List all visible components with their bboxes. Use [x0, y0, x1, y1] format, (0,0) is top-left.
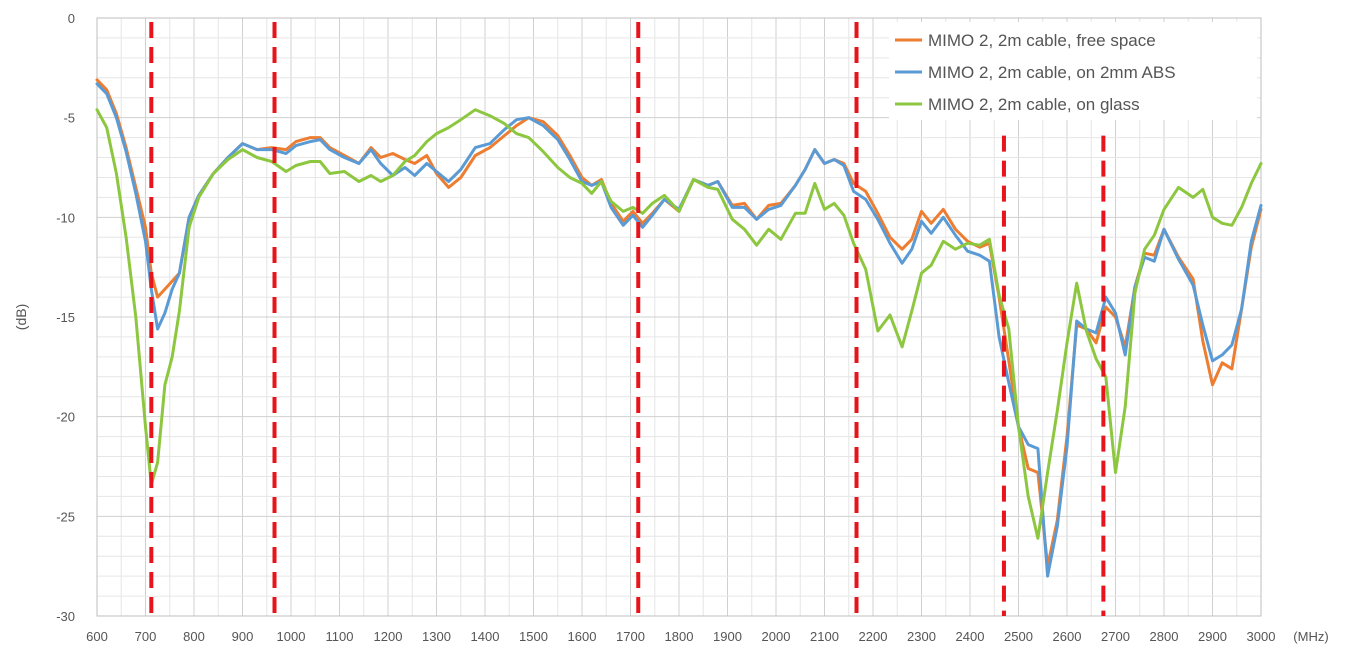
- x-tick-label: 2000: [762, 629, 791, 644]
- x-tick-label: 1500: [519, 629, 548, 644]
- y-tick-label: -20: [56, 410, 75, 425]
- x-tick-label: 700: [135, 629, 157, 644]
- y-tick-label: -25: [56, 509, 75, 524]
- y-tick-label: -5: [63, 111, 75, 126]
- x-tick-label: 2800: [1150, 629, 1179, 644]
- legend: MIMO 2, 2m cable, free space MIMO 2, 2m c…: [889, 22, 1257, 120]
- x-tick-label: 2100: [810, 629, 839, 644]
- x-tick-label: 1100: [326, 629, 354, 644]
- axes: [96, 17, 1262, 617]
- legend-entry-1: MIMO 2, 2m cable, free space: [928, 31, 1156, 50]
- y-tick-label: -10: [56, 210, 75, 225]
- x-tick-label: 600: [86, 629, 108, 644]
- x-tick-label: 1200: [374, 629, 403, 644]
- x-tick-label: 2400: [956, 629, 985, 644]
- x-tick-label: 3000: [1247, 629, 1276, 644]
- x-tick-label: 1300: [422, 629, 451, 644]
- x-tick-label: 2900: [1198, 629, 1227, 644]
- y-tick-label: -15: [56, 310, 75, 325]
- x-tick-label: 2600: [1053, 629, 1082, 644]
- legend-entry-3: MIMO 2, 2m cable, on glass: [928, 95, 1140, 114]
- legend-background: [889, 22, 1257, 120]
- x-tick-label: 1400: [471, 629, 500, 644]
- x-tick-label: 1600: [568, 629, 597, 644]
- series-lines: [95, 78, 1263, 578]
- legend-entry-2: MIMO 2, 2m cable, on 2mm ABS: [928, 63, 1176, 82]
- x-tick-label: 2500: [1004, 629, 1033, 644]
- x-tick-label: 1800: [665, 629, 694, 644]
- grid: [96, 17, 1262, 617]
- x-tick-label: 800: [183, 629, 205, 644]
- band-markers: [149, 21, 1106, 616]
- y-tick-label: 0: [68, 11, 75, 26]
- x-tick-label: 2300: [907, 629, 936, 644]
- series-line-3: [95, 108, 1263, 540]
- tick-labels: 600 700 800 900 1000 1100 1200 1300 1400 1500 1600…: [56, 11, 1275, 644]
- x-tick-label: 1900: [713, 629, 742, 644]
- plot-area-border: [96, 17, 1262, 617]
- x-tick-label: 2200: [859, 629, 888, 644]
- y-axis-label: (dB): [13, 304, 29, 330]
- x-tick-label: 1700: [616, 629, 645, 644]
- y-tick-label: -30: [56, 609, 75, 624]
- x-axis-unit-label: (MHz): [1293, 629, 1328, 644]
- x-tick-label: 1000: [277, 629, 306, 644]
- x-tick-label: 900: [232, 629, 254, 644]
- x-tick-label: 2700: [1101, 629, 1130, 644]
